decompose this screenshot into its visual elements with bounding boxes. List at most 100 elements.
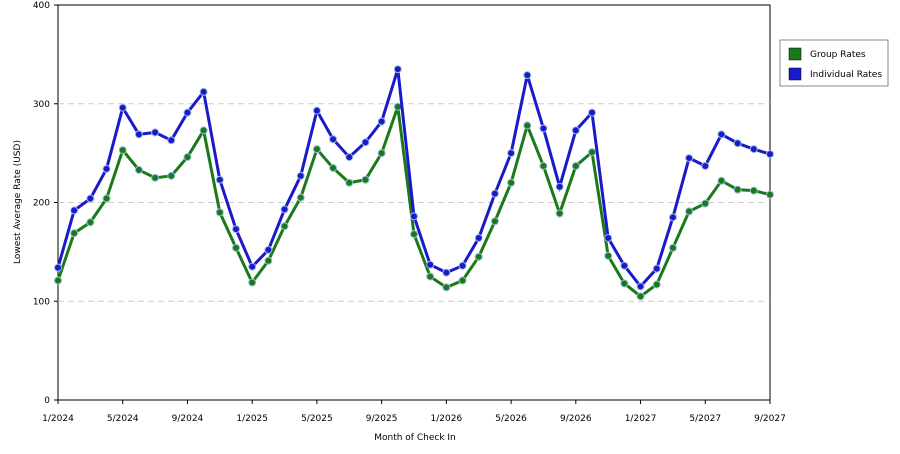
data-point [426, 260, 435, 269]
data-point [701, 199, 710, 208]
data-point [442, 283, 451, 292]
y-tick-label: 0 [44, 396, 50, 406]
x-tick-label: 1/2024 [42, 414, 74, 424]
data-point [410, 230, 418, 239]
data-point [345, 153, 354, 162]
data-point [329, 163, 338, 172]
legend-swatch [788, 47, 802, 61]
data-point [393, 65, 402, 74]
y-tick-label: 200 [33, 199, 50, 209]
data-point [70, 206, 79, 215]
data-point [199, 87, 208, 96]
data-point [652, 264, 661, 273]
data-point [636, 282, 645, 291]
data-point [668, 243, 677, 252]
data-point [474, 234, 483, 243]
data-point [588, 108, 596, 117]
data-point [134, 165, 143, 174]
data-point [507, 178, 516, 187]
data-point [749, 186, 758, 195]
data-point [555, 209, 564, 218]
data-point [636, 292, 645, 301]
data-point [733, 185, 742, 194]
data-point [507, 149, 516, 158]
data-point [151, 173, 160, 182]
legend-label: Group Rates [810, 50, 866, 60]
x-tick-label: 1/2026 [431, 414, 463, 424]
data-point [523, 71, 532, 80]
data-point [733, 139, 742, 148]
data-point [571, 126, 580, 135]
x-tick-label: 9/2025 [366, 414, 398, 424]
x-tick-label: 5/2027 [689, 414, 721, 424]
data-point [701, 161, 710, 170]
data-point [620, 279, 629, 288]
data-point [361, 138, 370, 147]
x-axis-label: Month of Check In [374, 433, 456, 443]
data-point [151, 128, 160, 137]
data-point [442, 268, 451, 277]
data-point [361, 175, 370, 184]
data-point [766, 150, 774, 159]
data-point [474, 252, 483, 261]
data-point [215, 208, 224, 217]
data-point [167, 136, 176, 145]
data-point [183, 153, 192, 162]
data-point [102, 164, 111, 173]
data-point [539, 124, 548, 133]
x-tick-label: 9/2027 [754, 414, 786, 424]
data-point [620, 261, 629, 270]
data-point [766, 190, 774, 199]
legend-label: Individual Rates [810, 70, 882, 80]
data-point [426, 272, 435, 281]
data-point [555, 182, 564, 191]
data-point [167, 171, 176, 180]
x-tick-label: 5/2026 [495, 414, 527, 424]
data-point [749, 145, 758, 154]
data-point [54, 263, 62, 272]
data-point [588, 148, 596, 157]
x-tick-label: 5/2025 [301, 414, 333, 424]
data-point [54, 276, 62, 285]
y-tick-label: 100 [33, 297, 50, 307]
y-tick-label: 300 [33, 100, 50, 110]
data-point [264, 245, 273, 254]
x-tick-label: 9/2024 [172, 414, 204, 424]
y-tick-label: 400 [33, 1, 50, 11]
data-point [652, 280, 661, 289]
data-point [329, 135, 338, 144]
data-point [183, 108, 192, 117]
data-point [118, 146, 127, 155]
x-tick-label: 5/2024 [107, 414, 139, 424]
data-point [296, 193, 305, 202]
data-point [264, 256, 273, 265]
data-point [685, 207, 694, 216]
data-point [232, 243, 240, 252]
data-point [685, 154, 694, 163]
data-point [668, 213, 677, 222]
data-point [377, 117, 386, 126]
data-point [86, 194, 95, 203]
data-point [296, 171, 305, 180]
data-point [312, 145, 321, 154]
data-point [134, 130, 143, 139]
data-point [280, 205, 289, 214]
data-point [458, 261, 467, 270]
data-point [312, 106, 321, 115]
data-point [248, 262, 257, 271]
data-point [70, 229, 79, 238]
data-point [604, 251, 613, 260]
x-tick-label: 9/2026 [560, 414, 592, 424]
x-tick-label: 1/2025 [236, 414, 268, 424]
data-point [571, 161, 580, 170]
data-point [280, 222, 289, 231]
data-point [118, 103, 127, 112]
data-point [604, 234, 613, 243]
data-point [523, 121, 532, 130]
data-point [458, 276, 467, 285]
data-point [377, 149, 386, 158]
data-point [490, 217, 499, 226]
data-point [102, 194, 111, 203]
data-point [490, 189, 499, 198]
